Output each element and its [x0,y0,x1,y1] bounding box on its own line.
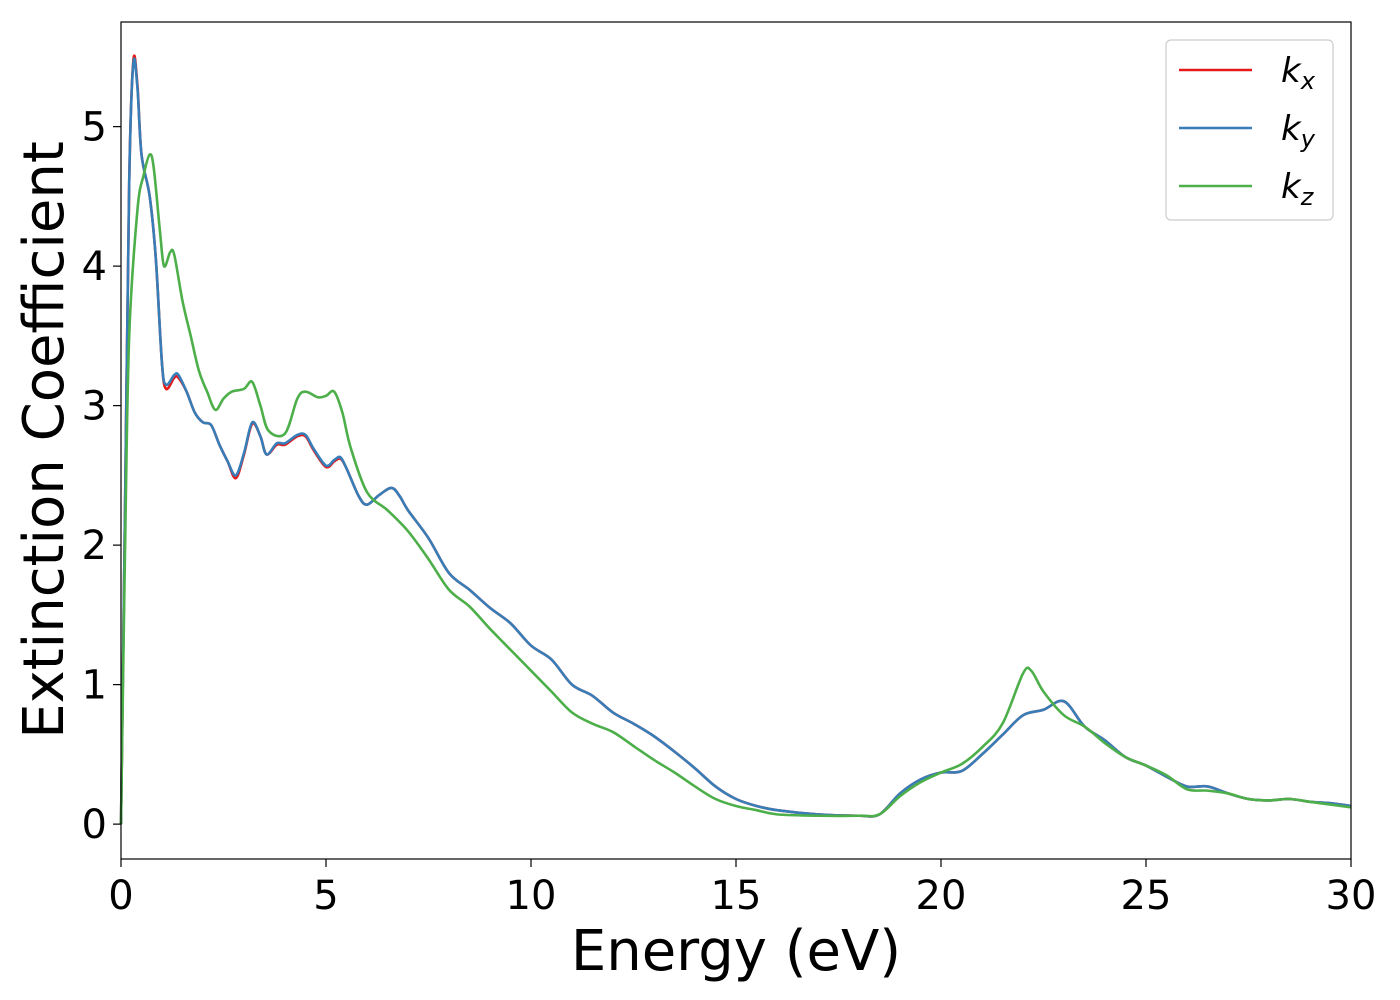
legend-box [1165,39,1334,221]
plot-area [121,22,1351,859]
x-tick-label: 0 [108,873,133,919]
x-axis: 0 5 10 15 20 25 30 [108,859,1376,919]
y-axis: 0 1 2 3 4 5 [82,105,121,848]
x-tick-label: 30 [1326,873,1377,919]
x-tick-label: 15 [711,873,762,919]
x-tick-label: 20 [916,873,967,919]
series-line-ky [119,57,1352,825]
y-tick-label: 0 [82,802,107,848]
series-line-kz [119,152,1352,825]
y-axis-title: Extinction Coefficient [12,141,77,739]
y-tick-label: 3 [82,384,107,430]
legend: kx ky kz [1165,39,1334,221]
y-tick-label: 5 [82,105,107,151]
x-tick-label: 10 [506,873,557,919]
y-tick-label: 1 [82,663,107,709]
legend-label: kz [1281,167,1315,211]
y-tick-label: 2 [82,523,107,569]
series-layer [119,54,1352,825]
x-axis-title: Energy (eV) [571,919,901,984]
y-tick-label: 4 [82,244,107,290]
x-tick-label: 25 [1121,873,1172,919]
legend-label: ky [1281,109,1316,153]
x-tick-label: 5 [313,873,338,919]
legend-label: kx [1281,51,1316,95]
